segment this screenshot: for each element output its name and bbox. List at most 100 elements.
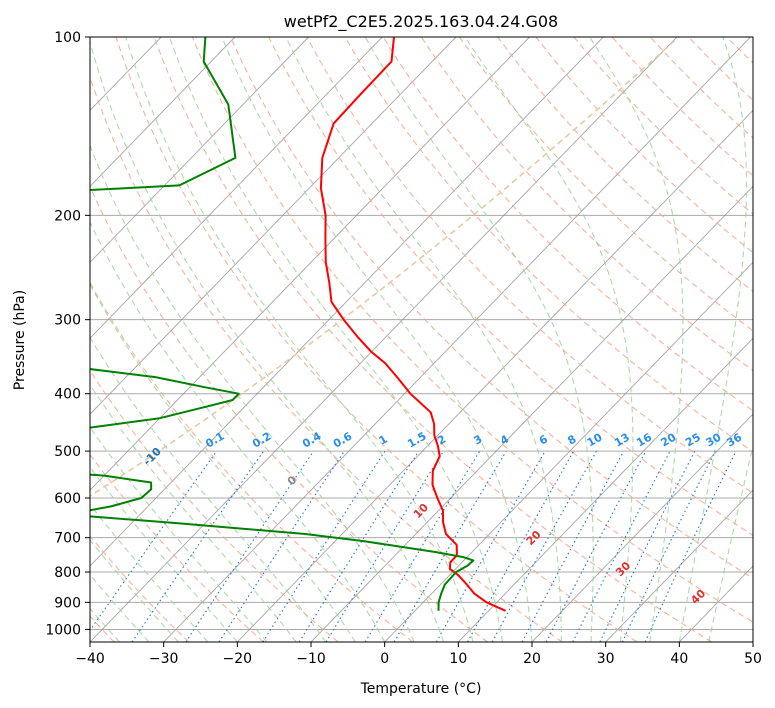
y-tick-label: 400	[54, 387, 81, 403]
moist-adiabat-line	[464, 37, 634, 642]
y-tick-label: 600	[54, 491, 81, 507]
x-tick-label: 50	[744, 651, 762, 667]
x-tick-label: 30	[597, 651, 615, 667]
isotherm-line	[90, 37, 530, 491]
x-tick-label: −30	[149, 651, 179, 667]
moist-adiabat-line	[285, 37, 563, 642]
moist-adiabat-label: 20	[524, 528, 544, 548]
moist-adiabat-label: 30	[613, 559, 633, 579]
moist-adiabat-label: 10	[411, 501, 431, 521]
profiles	[90, 37, 507, 612]
isotherm-line	[90, 37, 457, 415]
moist-adiabat-line	[678, 37, 748, 642]
isotherm-line	[531, 413, 753, 642]
mixing-ratio-label: 10	[585, 430, 605, 449]
moist-adiabat-line	[90, 220, 386, 642]
mixing-ratio-label: 4	[498, 432, 511, 447]
mixing-ratio-line	[325, 450, 444, 642]
mixing-ratio-line	[599, 450, 696, 642]
mixing-ratio-label: 0.1	[203, 430, 226, 451]
isotherm-line	[236, 109, 753, 642]
mixing-ratio-label: 1.5	[405, 430, 428, 451]
mixing-ratio-label: 0.4	[300, 429, 324, 450]
y-tick-label: 100	[54, 30, 81, 46]
x-axis-title: Temperature (°C)	[360, 681, 482, 697]
mixing-ratio-label: 20	[658, 430, 678, 449]
dry-adiabat-line	[306, 37, 753, 494]
mixing-ratio-line	[393, 450, 507, 642]
mixing-ratio-line	[621, 450, 716, 642]
isotherm-line	[384, 261, 753, 642]
moist-adiabat-label: 0	[285, 473, 300, 488]
background-lines	[90, 37, 775, 642]
dry-adiabat-line	[115, 37, 638, 642]
moist-adiabat-line	[90, 39, 445, 642]
x-tick-label: 20	[523, 651, 541, 667]
mixing-ratio-line	[90, 450, 218, 632]
isotherm-line	[90, 37, 383, 339]
x-tick-label: 0	[380, 651, 389, 667]
mixing-ratio-label: 30	[704, 430, 724, 449]
mixing-ratio-line	[545, 450, 647, 642]
isotherm-line	[90, 37, 678, 642]
dry-adiabat-line	[649, 37, 753, 139]
mixing-ratio-label: 13	[612, 431, 632, 450]
isotherm-line	[752, 641, 753, 642]
x-tick-label: 40	[670, 651, 688, 667]
x-tick-label: −40	[75, 651, 105, 667]
x-tick-label: −10	[296, 651, 326, 667]
dry-adiabat-label: -20	[61, 418, 84, 441]
moist-adiabat-line	[364, 37, 594, 642]
dry-adiabat-line	[765, 37, 775, 642]
moist-adiabat-line	[90, 336, 327, 642]
axes: −40 −30 −20 −10 0 10 20 30 40 5010009008007006005…	[45, 30, 762, 667]
lcl-curve-line	[90, 37, 680, 497]
isotherm-line	[90, 37, 309, 263]
y-tick-label: 1000	[45, 622, 81, 638]
mixing-ratio-label: 0.6	[331, 429, 355, 450]
y-axis-title: Pressure (hPa)	[12, 290, 28, 390]
dry-adiabat-line	[688, 37, 753, 102]
mixing-ratio-label: 16	[634, 430, 654, 449]
moist-adiabat-line	[90, 426, 268, 642]
mixing-ratio-label: 6	[537, 432, 550, 447]
temperature-profile-line	[319, 37, 507, 612]
mixing-ratio-label: 25	[683, 431, 703, 450]
isotherm-line	[163, 37, 751, 642]
mixing-ratio-line	[491, 450, 597, 642]
mixing-ratio-line	[364, 450, 481, 642]
dry-adiabat-line	[90, 185, 488, 642]
dry-adiabat-line	[497, 37, 753, 293]
mixing-ratio-line	[262, 450, 386, 642]
y-tick-label: 700	[54, 531, 81, 547]
y-tick-label: 300	[54, 313, 81, 329]
dry-adiabat-label: -30	[0, 382, 4, 405]
moist-adiabat-line	[708, 443, 753, 642]
moist-adiabat-label: 40	[688, 587, 708, 607]
dry-adiabat-line	[191, 37, 753, 623]
moist-adiabat-line	[90, 144, 415, 642]
y-tick-label: 200	[54, 208, 81, 224]
dry-adiabat-line	[420, 37, 753, 372]
y-tick-label: 800	[54, 565, 81, 581]
dewpoint-profile-line	[90, 37, 475, 611]
moist-adiabat-line	[90, 283, 356, 642]
moist-adiabat-line	[90, 383, 297, 642]
dry-adiabat-line	[90, 75, 563, 642]
y-tick-label: 900	[54, 595, 81, 611]
mixing-ratio-line	[435, 450, 546, 642]
moist-adiabat-line	[589, 37, 684, 642]
dry-adiabat-line	[90, 281, 414, 642]
mixing-ratio-label: 1	[377, 433, 390, 448]
x-tick-label: −20	[223, 651, 253, 667]
isotherm-line	[90, 37, 604, 567]
moist-adiabat-line	[125, 37, 474, 642]
x-tick-label: 10	[449, 651, 467, 667]
mixing-ratio-label: 0.2	[250, 430, 273, 451]
mixing-ratio-line	[218, 450, 345, 642]
dry-adiabat-line	[726, 37, 753, 64]
plot-frame	[89, 36, 754, 643]
dry-adiabat-line	[90, 535, 190, 642]
dry-adiabat-line	[90, 453, 264, 642]
mixing-ratio-line	[185, 450, 314, 642]
